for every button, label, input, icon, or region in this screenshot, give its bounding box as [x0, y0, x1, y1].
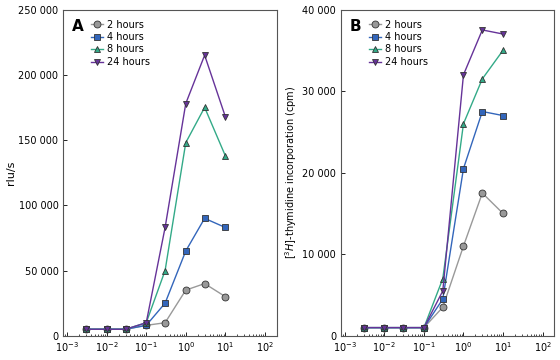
4 hours	[143, 323, 150, 328]
24 hours	[479, 28, 486, 32]
2 hours	[183, 288, 189, 292]
Text: B: B	[349, 19, 361, 34]
Line: 24 hours: 24 hours	[360, 27, 506, 331]
24 hours	[460, 73, 467, 77]
4 hours	[400, 325, 407, 330]
8 hours	[162, 268, 169, 273]
Y-axis label: $[^{3}H]$-thymidine incorporation (cpm): $[^{3}H]$-thymidine incorporation (cpm)	[284, 86, 300, 259]
4 hours	[104, 327, 110, 332]
4 hours	[500, 113, 506, 118]
24 hours	[162, 225, 169, 230]
24 hours	[122, 327, 129, 332]
8 hours	[222, 154, 228, 158]
8 hours	[104, 327, 110, 332]
8 hours	[400, 325, 407, 330]
8 hours	[360, 325, 367, 330]
8 hours	[83, 327, 90, 332]
2 hours	[460, 244, 467, 248]
2 hours	[122, 327, 129, 332]
8 hours	[421, 325, 427, 330]
8 hours	[381, 325, 388, 330]
Line: 4 hours: 4 hours	[360, 108, 506, 331]
24 hours	[500, 32, 506, 36]
Line: 2 hours: 2 hours	[82, 280, 229, 333]
24 hours	[400, 325, 407, 330]
24 hours	[201, 53, 208, 57]
Line: 2 hours: 2 hours	[360, 190, 506, 331]
4 hours	[201, 216, 208, 221]
4 hours	[360, 325, 367, 330]
Line: 8 hours: 8 hours	[82, 104, 229, 333]
4 hours	[222, 225, 228, 230]
4 hours	[381, 325, 388, 330]
Text: A: A	[72, 19, 83, 34]
4 hours	[421, 325, 427, 330]
24 hours	[421, 325, 427, 330]
2 hours	[83, 327, 90, 332]
2 hours	[400, 325, 407, 330]
Line: 8 hours: 8 hours	[360, 47, 506, 331]
Line: 24 hours: 24 hours	[82, 52, 229, 333]
4 hours	[460, 166, 467, 171]
24 hours	[143, 320, 150, 325]
2 hours	[381, 325, 388, 330]
Legend: 2 hours, 4 hours, 8 hours, 24 hours: 2 hours, 4 hours, 8 hours, 24 hours	[90, 18, 152, 69]
8 hours	[460, 122, 467, 126]
Legend: 2 hours, 4 hours, 8 hours, 24 hours: 2 hours, 4 hours, 8 hours, 24 hours	[367, 18, 430, 69]
24 hours	[83, 327, 90, 332]
8 hours	[183, 140, 189, 145]
4 hours	[122, 327, 129, 332]
4 hours	[183, 249, 189, 253]
2 hours	[143, 323, 150, 328]
8 hours	[479, 77, 486, 81]
24 hours	[440, 289, 446, 293]
8 hours	[122, 327, 129, 332]
2 hours	[440, 305, 446, 309]
2 hours	[201, 282, 208, 286]
2 hours	[104, 327, 110, 332]
2 hours	[479, 191, 486, 195]
2 hours	[360, 325, 367, 330]
4 hours	[479, 109, 486, 114]
4 hours	[83, 327, 90, 332]
2 hours	[421, 325, 427, 330]
Line: 4 hours: 4 hours	[82, 215, 229, 333]
24 hours	[183, 102, 189, 106]
4 hours	[440, 297, 446, 301]
8 hours	[440, 276, 446, 281]
Y-axis label: rlu/s: rlu/s	[6, 161, 16, 185]
4 hours	[162, 301, 169, 305]
24 hours	[104, 327, 110, 332]
8 hours	[201, 105, 208, 109]
2 hours	[222, 294, 228, 299]
2 hours	[500, 211, 506, 216]
24 hours	[222, 114, 228, 119]
24 hours	[381, 325, 388, 330]
8 hours	[143, 320, 150, 325]
24 hours	[360, 325, 367, 330]
2 hours	[162, 320, 169, 325]
8 hours	[500, 48, 506, 53]
